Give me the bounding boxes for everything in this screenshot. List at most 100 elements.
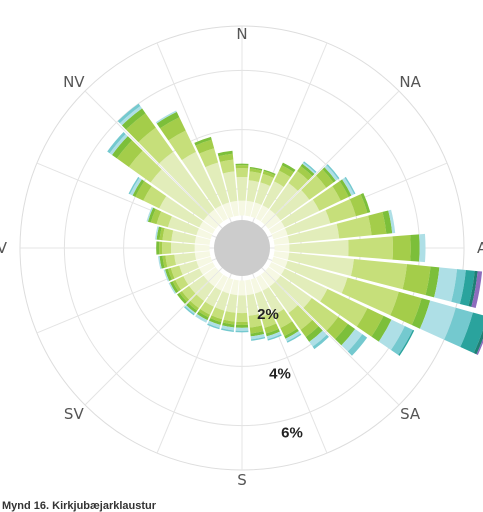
wind-bar-segment <box>159 241 163 255</box>
wind-bar-segment <box>300 319 319 338</box>
wind-bar-segment <box>143 186 167 209</box>
wind-bar-segment <box>168 130 196 161</box>
wind-bar-segment <box>269 183 298 215</box>
wind-bar-segment <box>444 307 473 348</box>
wind-bar-segment <box>208 271 224 287</box>
wind-bar-segment <box>155 226 159 240</box>
wind-bar-segment <box>162 241 172 255</box>
wind-bar-segment <box>203 214 219 230</box>
wind-bar-segment <box>250 334 265 340</box>
wind-bar-segment <box>167 216 199 236</box>
wind-bar-segment <box>199 262 216 275</box>
wind-bar-segment <box>350 258 407 290</box>
wind-bar-segment <box>186 302 198 313</box>
direction-label-SV: SV <box>64 405 85 423</box>
wind-bar-segment <box>360 192 371 213</box>
wind-bar-segment <box>269 281 298 313</box>
wind-bar-segment <box>288 170 309 191</box>
wind-bar-segment <box>222 322 235 328</box>
wind-bar-segment <box>261 312 277 328</box>
wind-bar-segment <box>160 117 186 141</box>
wind-bar-segment <box>286 333 302 343</box>
wind-bar-segment <box>215 291 230 311</box>
wind-bar-segment <box>207 323 220 330</box>
wind-bar-segment <box>238 200 246 216</box>
wind-bar-segment <box>235 324 249 328</box>
wind-bar-segment <box>168 282 177 294</box>
direction-labels: N NA A SA S SV V NV <box>0 25 483 489</box>
wind-bar-segment <box>112 136 133 159</box>
wind-bar-segment <box>254 182 271 205</box>
wind-bar-segment <box>205 287 222 307</box>
wind-bar-segment <box>185 305 196 315</box>
wind-bar-segment <box>159 255 165 269</box>
wind-bar-segment <box>410 234 420 262</box>
wind-bar-segment <box>207 320 221 328</box>
wind-bar-segment <box>109 134 128 155</box>
wind-bar-segment <box>236 321 248 325</box>
wind-bar-segment <box>165 268 172 282</box>
wind-bar-segment <box>287 252 354 276</box>
wind-bar-segment <box>230 279 239 296</box>
wind-bar-segment <box>138 127 174 164</box>
wind-bar-segment <box>256 274 269 291</box>
wind-bar-segment <box>129 177 142 196</box>
wind-bar-segment <box>205 162 230 205</box>
wind-bar-segment <box>235 330 249 333</box>
wind-bar-segment <box>196 256 213 268</box>
wind-bar-segment <box>392 235 411 261</box>
wind-bar-segment <box>211 307 225 320</box>
wind-bar-segment <box>171 230 197 244</box>
wind-bar-segment <box>121 108 146 130</box>
wind-bar-segment <box>245 200 254 217</box>
direction-label-NV: NV <box>63 73 85 91</box>
wind-bar-segment <box>273 309 293 329</box>
wind-bar-segment <box>468 270 478 307</box>
wind-bar-segment <box>250 277 262 294</box>
wind-bar-segment <box>476 338 483 355</box>
wind-bar-segment <box>341 277 399 316</box>
wind-bar-segment <box>326 316 348 340</box>
wind-bar-segment <box>128 176 140 195</box>
wind-bar-segment <box>271 228 288 240</box>
wind-bar-segment <box>425 266 440 298</box>
figure-caption: Mynd 16. Kirkjubæjarklaustur <box>2 500 157 512</box>
wind-bar-segment <box>312 186 341 211</box>
wind-bar-segment <box>219 159 235 174</box>
wind-bar-segment <box>222 171 238 203</box>
wind-bar-segment <box>128 150 162 183</box>
wind-bar-segment <box>265 214 281 230</box>
wind-bar-segment <box>170 242 195 254</box>
wind-bar-segment <box>170 265 183 279</box>
wind-bar-segment <box>159 151 215 215</box>
wind-bar-segment <box>285 331 301 342</box>
wind-bar-segment <box>147 207 156 223</box>
wind-bar-segment <box>188 300 199 311</box>
wind-bar-segment <box>199 221 216 234</box>
wind-bar-segment <box>210 315 223 323</box>
wind-bar-segment <box>249 325 264 334</box>
wind-bar-segment <box>246 180 259 203</box>
ring-label: 2% <box>257 306 279 323</box>
wind-bar-segment <box>316 169 334 188</box>
wind-bar-segment <box>222 277 234 294</box>
direction-label-V: V <box>0 239 8 257</box>
wind-bar-segment <box>288 305 313 330</box>
wind-bar-segment <box>303 297 339 331</box>
wind-bar-segment <box>268 262 285 275</box>
wind-bar-segment <box>265 328 280 337</box>
wind-bar-segment <box>322 167 336 183</box>
wind-bar-segment <box>297 166 313 181</box>
wind-bar-segment <box>119 106 143 126</box>
wind-bar-segment <box>190 294 205 309</box>
wind-bar-segment <box>195 313 208 323</box>
wind-bar-segment <box>155 110 177 124</box>
wind-bar-segment <box>146 207 154 222</box>
wind-bar-segment <box>203 266 219 282</box>
wind-bar-segment <box>249 166 263 171</box>
wind-bar-segment <box>256 205 269 222</box>
wind-bar-segment <box>181 285 196 300</box>
grid-spoke <box>84 90 243 249</box>
wind-bar-segment <box>279 165 294 178</box>
